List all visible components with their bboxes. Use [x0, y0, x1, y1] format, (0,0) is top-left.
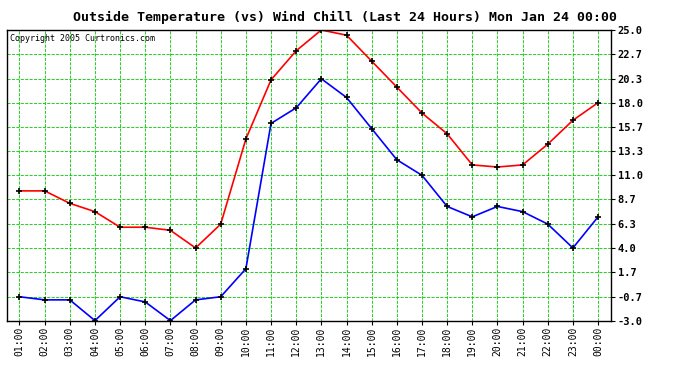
Text: Outside Temperature (vs) Wind Chill (Last 24 Hours) Mon Jan 24 00:00: Outside Temperature (vs) Wind Chill (Las…: [73, 11, 617, 24]
Text: Copyright 2005 Curtronics.com: Copyright 2005 Curtronics.com: [10, 34, 155, 44]
